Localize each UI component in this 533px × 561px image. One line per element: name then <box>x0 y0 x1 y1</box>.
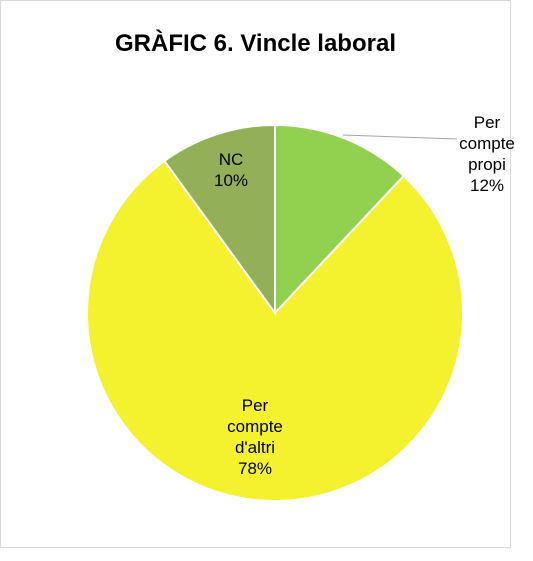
slice-label: Per compte d'altri 78% <box>215 395 295 479</box>
pie-slice <box>163 123 276 317</box>
slice-value: 10% <box>213 171 249 190</box>
chart-title: GRÀFIC 6. Vincle laboral <box>115 30 396 57</box>
slice-value: 12% <box>469 176 505 195</box>
slice-category: Per compte propi <box>459 113 515 174</box>
leader-line <box>342 134 458 140</box>
pie-slice <box>86 159 464 502</box>
pie-slice <box>274 123 406 316</box>
slice-category: Per compte d'altri <box>227 396 283 457</box>
slice-category: NC <box>218 150 244 169</box>
slice-value: 78% <box>237 459 273 478</box>
slice-label: NC 10% <box>191 149 271 191</box>
chart-frame <box>0 0 511 548</box>
slice-label: Per compte propi 12% <box>447 112 527 196</box>
